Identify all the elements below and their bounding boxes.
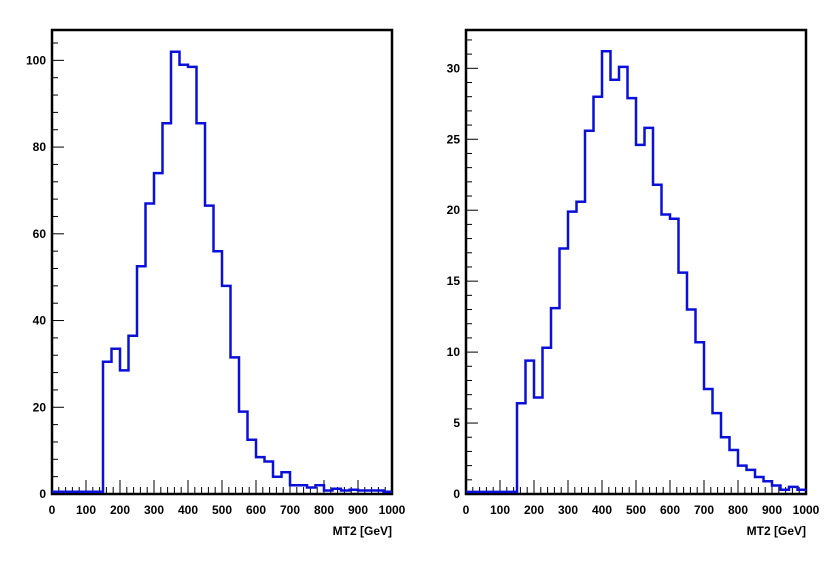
y-tick-label: 0: [453, 487, 460, 501]
x-tick-label: 0: [49, 503, 56, 517]
x-tick-label: 900: [762, 503, 782, 517]
y-tick-label: 25: [447, 132, 461, 146]
x-tick-label: 900: [348, 503, 368, 517]
axis-ticks: [465, 39, 807, 495]
x-axis-label: MT2 [GeV]: [747, 524, 806, 538]
x-tick-label: 600: [246, 503, 266, 517]
y-tick-label: 15: [447, 274, 461, 288]
histogram-panel-right: 0 5 10 15 20 25 30 0 100 200 300 400 500 600 700 800 90…: [447, 28, 820, 538]
y-tick-labels: 0 5 10 15 20 25 30: [447, 61, 461, 501]
x-tick-label: 100: [490, 503, 510, 517]
y-tick-label: 5: [453, 416, 460, 430]
x-tick-label: 400: [178, 503, 198, 517]
y-tick-label: 20: [447, 203, 461, 217]
x-tick-label: 200: [110, 503, 130, 517]
y-tick-label: 30: [447, 61, 461, 75]
y-tick-label: 20: [33, 400, 47, 414]
x-tick-label: 600: [660, 503, 680, 517]
histogram-line: [466, 50, 806, 494]
y-tick-label: 10: [447, 345, 461, 359]
histogram-panel-left: 0 20 40 60 80 100 0 100 200 300 400 500 600 700 800 90…: [26, 28, 406, 538]
x-tick-label: 700: [280, 503, 300, 517]
y-tick-label: 40: [33, 314, 47, 328]
x-tick-label: 700: [694, 503, 714, 517]
x-tick-label: 800: [728, 503, 748, 517]
y-tick-label: 60: [33, 227, 47, 241]
x-tick-label: 500: [212, 503, 232, 517]
y-tick-label: 0: [39, 487, 46, 501]
x-tick-labels: 0 100 200 300 400 500 600 700 800 900 1000: [49, 503, 406, 517]
x-tick-label: 1000: [379, 503, 406, 517]
y-tick-label: 80: [33, 140, 47, 154]
y-tick-label: 100: [26, 53, 46, 67]
x-tick-label: 300: [558, 503, 578, 517]
x-tick-label: 400: [592, 503, 612, 517]
x-tick-label: 0: [463, 503, 470, 517]
y-tick-labels: 0 20 40 60 80 100: [26, 53, 46, 501]
x-tick-label: 500: [626, 503, 646, 517]
x-axis-label: MT2 [GeV]: [333, 524, 392, 538]
x-tick-label: 800: [314, 503, 334, 517]
x-tick-label: 1000: [793, 503, 820, 517]
x-tick-label: 100: [76, 503, 96, 517]
histogram-line: [52, 50, 392, 494]
x-tick-labels: 0 100 200 300 400 500 600 700 800 900 1000: [463, 503, 820, 517]
x-tick-label: 200: [524, 503, 544, 517]
x-tick-label: 300: [144, 503, 164, 517]
